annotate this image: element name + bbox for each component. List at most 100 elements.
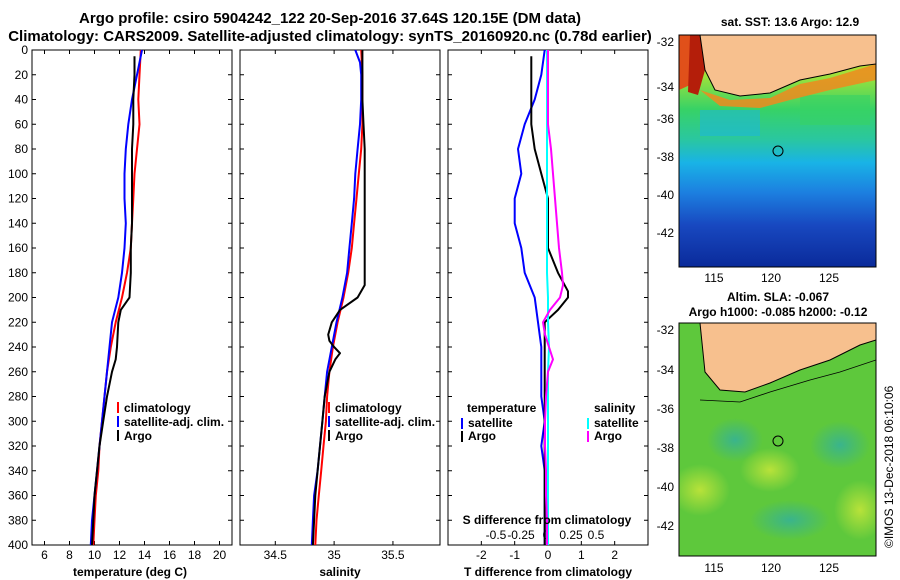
legend-title-salinity: salinity <box>594 401 636 415</box>
x-tick-label: 14 <box>138 548 152 562</box>
lat-tick: -40 <box>657 480 675 494</box>
legend-label-climatology: climatology <box>124 401 191 415</box>
sst-map-title: sat. SST: 13.6 Argo: 12.9 <box>721 15 860 29</box>
depth-tick-label: 300 <box>8 414 28 428</box>
lat-tick: -32 <box>657 323 675 337</box>
x-tick-label: 18 <box>188 548 202 562</box>
lat-tick: -40 <box>657 188 675 202</box>
lat-tick: -38 <box>657 441 675 455</box>
lon-tick: 115 <box>704 271 723 285</box>
x-tick-label: -2 <box>476 548 487 562</box>
lon-tick: 125 <box>819 561 839 575</box>
lon-tick: 115 <box>704 561 723 575</box>
legend-label-argo: Argo <box>124 429 152 443</box>
depth-tick-label: 100 <box>8 167 28 181</box>
x-tick-label: 8 <box>66 548 73 562</box>
sla-high-blob <box>834 480 876 540</box>
x-tick-label: 34.5 <box>264 548 288 562</box>
depth-tick-label: 160 <box>8 241 28 255</box>
salinity-legend: climatology satellite-adj. clim. Argo <box>328 401 435 443</box>
depth-tick-label: 180 <box>8 266 28 280</box>
sla-high-blob <box>679 464 730 516</box>
salinity-panel: 34.5 35 35.5 <box>264 49 405 562</box>
salinity-panel-frame <box>239 49 441 546</box>
difference-legend: temperature satellite Argo salinity sate… <box>461 401 639 443</box>
lat-tick: -42 <box>657 519 675 533</box>
series-line-salinity-satellite <box>546 50 550 545</box>
sst-patch <box>800 95 870 125</box>
x-tick-label: 35.5 <box>381 548 405 562</box>
temperature-panel: 6 8 10 12 14 16 18 20 <box>41 49 227 562</box>
sla-lon-ticks: 115 120 125 <box>704 561 839 575</box>
depth-tick-label: 20 <box>15 68 29 82</box>
sla-coastline <box>699 323 876 393</box>
series-line-temperature-satellite <box>513 49 546 545</box>
legend-label-s-satellite: satellite <box>594 416 639 430</box>
x-tick-label: 2 <box>611 548 618 562</box>
lon-tick: 120 <box>761 271 781 285</box>
sst-lat-ticks: -32 -34 -36 -38 -40 -42 <box>657 35 675 240</box>
x2-tick-label: -0.5 <box>486 528 507 542</box>
series-line-argo <box>91 56 136 546</box>
lon-tick: 120 <box>761 561 781 575</box>
depth-axis: 0 20 40 60 80 100 120 140 160 180 200 220 240 260 280 3… <box>8 43 648 552</box>
depth-tick-label: 380 <box>8 513 28 527</box>
sla-1000m-contour <box>699 359 876 403</box>
depth-tick-label: 0 <box>21 43 28 57</box>
x-tick-label: -1 <box>509 548 520 562</box>
x2-tick-label: -0.25 <box>507 528 535 542</box>
series-line-salinity-argo <box>542 50 564 545</box>
legend-label-argo: Argo <box>335 429 363 443</box>
depth-tick-label: 120 <box>8 192 28 206</box>
sla-low-blob <box>750 500 830 540</box>
sst-map-frame <box>678 34 877 268</box>
depth-tick-label: 340 <box>8 464 28 478</box>
depth-tick-label: 320 <box>8 439 28 453</box>
x-tick-label: 6 <box>41 548 48 562</box>
legend-label-satellite-adj: satellite-adj. clim. <box>124 415 224 429</box>
sla-low-blob <box>707 418 763 462</box>
x-tick-label: 0 <box>545 548 552 562</box>
x2-tick-label: 0.5 <box>588 528 605 542</box>
lat-tick: -36 <box>657 402 675 416</box>
x-tick-label: 35 <box>327 548 341 562</box>
legend-label-t-argo: Argo <box>468 429 496 443</box>
depth-tick-label: 220 <box>8 315 28 329</box>
series-line-climatology <box>314 49 364 546</box>
lat-tick: -42 <box>657 226 675 240</box>
sla-map <box>679 323 876 556</box>
series-line-argo <box>311 50 366 546</box>
sla-low-blob <box>810 421 870 469</box>
x-tick-label: 1 <box>578 548 585 562</box>
chart-title-line1: Argo profile: csiro 5904242_122 20-Sep-2… <box>79 10 581 27</box>
x-tick-label: 20 <box>213 548 227 562</box>
legend-label-satellite-adj: satellite-adj. clim. <box>335 415 435 429</box>
temperature-xlabel: temperature (deg C) <box>73 565 187 579</box>
depth-tick-label: 240 <box>8 340 28 354</box>
sla-land <box>700 323 876 392</box>
x2-tick-label: 0.25 <box>559 528 583 542</box>
depth-tick-label: 200 <box>8 291 28 305</box>
depth-tick-label: 360 <box>8 489 28 503</box>
lat-tick: -38 <box>657 150 675 164</box>
sla-lat-ticks: -32 -34 -36 -38 -40 -42 <box>657 323 675 533</box>
lon-tick: 125 <box>819 271 839 285</box>
sla-map-title: Altim. SLA: -0.067 <box>727 290 829 304</box>
depth-tick-label: 80 <box>15 142 29 156</box>
sla-map-frame <box>678 322 877 557</box>
sst-coastline <box>699 35 876 97</box>
legend-label-s-argo: Argo <box>594 429 622 443</box>
difference-panel: -2 -1 0 1 2-0.5 -0.25 0 0.25 0.5 <box>476 49 618 562</box>
salinity-difference-xlabel: S difference from climatology <box>463 513 632 527</box>
legend-label-climatology: climatology <box>335 401 402 415</box>
x-tick-label: 16 <box>163 548 177 562</box>
sst-hot-coast <box>688 35 705 95</box>
lat-tick: -34 <box>657 80 675 94</box>
imos-stamp: ©IMOS 13-Dec-2018 06:10:06 <box>882 385 896 548</box>
salinity-xlabel: salinity <box>319 565 361 579</box>
sla-map-subtitle: Argo h1000: -0.085 h2000: -0.12 <box>689 305 868 319</box>
x-tick-label: 10 <box>88 548 102 562</box>
temperature-legend: climatology satellite-adj. clim. Argo <box>117 401 224 443</box>
legend-title-temperature: temperature <box>467 401 537 415</box>
